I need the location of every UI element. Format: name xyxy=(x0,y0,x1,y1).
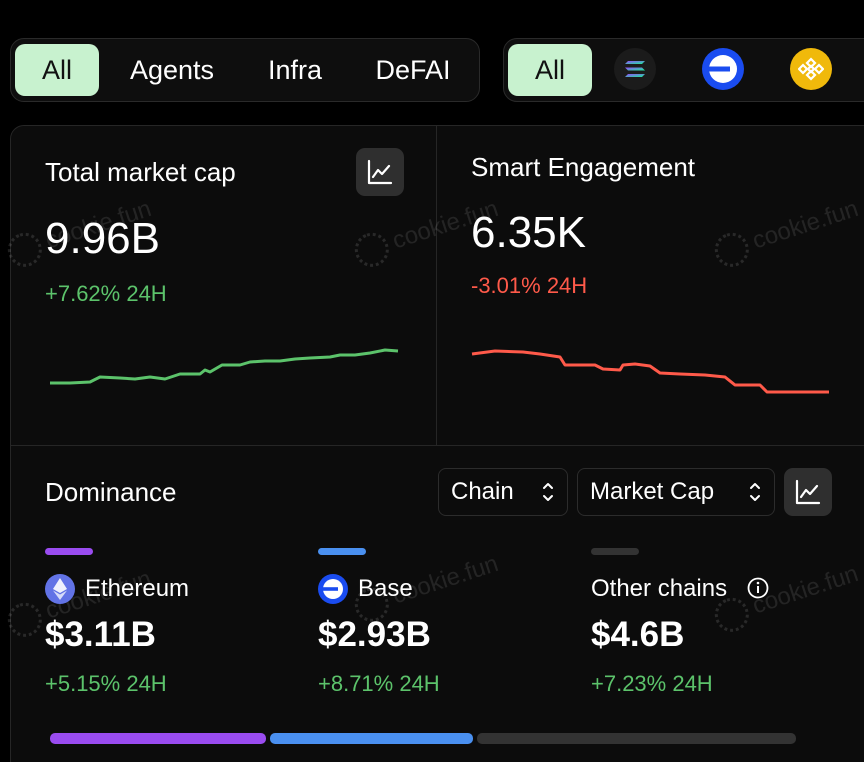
stats-panel xyxy=(10,125,864,762)
base-icon[interactable] xyxy=(702,48,744,90)
line-chart-icon xyxy=(795,479,821,505)
group-by-select-value: Chain xyxy=(451,478,514,505)
ethereum-icon xyxy=(45,574,75,604)
solana-icon[interactable] xyxy=(614,48,656,90)
divider xyxy=(436,126,437,446)
metric-select-value: Market Cap xyxy=(590,478,715,505)
engagement-change: -3.01% 24H xyxy=(471,273,588,298)
other-chains-value: $4.6B xyxy=(591,615,685,654)
chevron-up-down-icon xyxy=(750,483,760,501)
filter-agents[interactable]: Agents xyxy=(129,54,215,85)
ethereum-change: +5.15% 24H xyxy=(45,671,167,696)
divider xyxy=(11,445,864,446)
chart-toggle-button[interactable] xyxy=(356,148,404,196)
ethereum-share-segment xyxy=(50,733,266,744)
dominance-title: Dominance xyxy=(45,477,177,507)
dominance-chart-button[interactable] xyxy=(784,468,832,516)
base-name: Base xyxy=(358,575,413,602)
category-filter: All Agents Infra DeFAI xyxy=(10,38,480,102)
metric-select[interactable]: Market Cap xyxy=(577,468,775,516)
market-cap-title: Total market cap xyxy=(45,157,236,187)
market-cap-change: +7.62% 24H xyxy=(45,281,167,306)
chevron-up-down-icon xyxy=(543,483,553,501)
engagement-sparkline xyxy=(471,349,829,394)
chain-filter-all[interactable]: All xyxy=(508,44,592,96)
base-icon xyxy=(318,574,348,604)
engagement-value: 6.35K xyxy=(471,208,586,257)
ethereum-swatch xyxy=(45,548,93,555)
other-chains-name: Other chains xyxy=(591,575,728,602)
info-icon[interactable] xyxy=(747,577,769,599)
market-cap-value: 9.96B xyxy=(45,214,160,263)
base-share-segment xyxy=(269,733,474,744)
ethereum-name: Ethereum xyxy=(85,575,190,602)
other-chains-swatch xyxy=(591,548,639,555)
line-chart-icon xyxy=(367,159,393,185)
group-by-select[interactable]: Chain xyxy=(438,468,568,516)
other-chains-share-segment xyxy=(477,733,796,744)
market-cap-sparkline xyxy=(50,348,399,385)
filter-all[interactable]: All xyxy=(15,44,99,96)
filter-defai[interactable]: DeFAI xyxy=(375,54,451,85)
filter-infra[interactable]: Infra xyxy=(267,54,323,85)
base-swatch xyxy=(318,548,366,555)
engagement-title: Smart Engagement xyxy=(471,152,696,182)
other-chains-change: +7.23% 24H xyxy=(591,671,713,696)
chain-filter: All xyxy=(503,38,864,102)
base-change: +8.71% 24H xyxy=(318,671,440,696)
base-value: $2.93B xyxy=(318,615,431,654)
ethereum-value: $3.11B xyxy=(45,615,156,654)
bnb-icon[interactable] xyxy=(790,48,832,90)
